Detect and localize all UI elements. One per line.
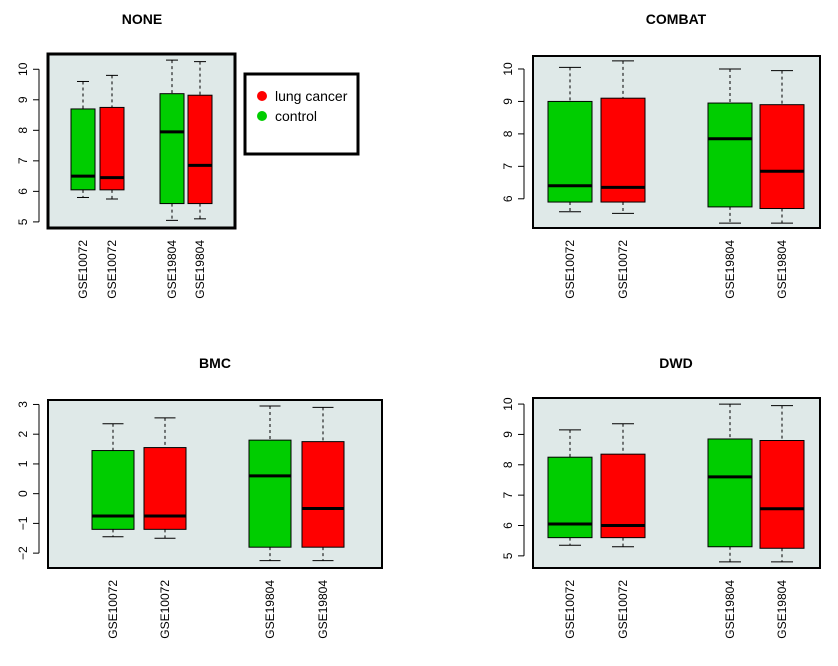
legend-marker — [257, 91, 267, 101]
x-category-label: GSE10072 — [563, 580, 577, 639]
y-tick-label: −1 — [16, 516, 30, 530]
box-body — [707, 102, 753, 208]
y-tick-label: 10 — [501, 62, 515, 76]
legend: lung cancer control — [243, 72, 360, 156]
box-2 — [99, 74, 125, 200]
box-body — [248, 439, 292, 548]
panel-combat: COMBAT 6 7 8 9 10 GSE10072 GSE10072 GSE19804 GSE1… — [501, 11, 821, 299]
y-tick-label: 7 — [501, 491, 515, 498]
y-tick-label: 8 — [501, 461, 515, 468]
panel-title: NONE — [122, 11, 162, 27]
y-tick-label: 8 — [501, 130, 515, 137]
y-tick-label: 1 — [16, 460, 30, 467]
panel-border — [532, 55, 821, 229]
y-tick-label: 7 — [16, 157, 30, 164]
x-category-label: GSE10072 — [616, 580, 630, 639]
y-tick-label: 6 — [16, 188, 30, 195]
box-1 — [70, 80, 96, 198]
legend-label: control — [275, 108, 317, 124]
x-category-label: GSE19804 — [775, 580, 789, 639]
x-category-label: GSE10072 — [563, 240, 577, 299]
panel-none: NONE 5 6 7 8 9 10 GSE10072 GSE10072 GSE19804 GSE19… — [16, 11, 360, 299]
box-body — [70, 108, 96, 191]
x-category-label: GSE19804 — [193, 240, 207, 299]
y-tick-label: 2 — [16, 431, 30, 438]
box-4 — [759, 70, 805, 224]
x-category-label: GSE10072 — [105, 240, 119, 299]
box-3 — [707, 403, 753, 563]
box-body — [547, 456, 593, 539]
box-1 — [547, 66, 593, 213]
box-body — [759, 440, 805, 549]
box-body — [91, 450, 135, 530]
y-tick-label: 0 — [16, 490, 30, 497]
legend-label: lung cancer — [275, 88, 348, 104]
box-3 — [707, 68, 753, 224]
panel-title: COMBAT — [646, 11, 707, 27]
box-1 — [547, 429, 593, 546]
panel-border — [47, 399, 383, 569]
box-3 — [248, 405, 292, 562]
x-category-label: GSE19804 — [723, 240, 737, 299]
box-4 — [301, 406, 345, 562]
box-body — [187, 94, 213, 205]
y-tick-label: 9 — [16, 96, 30, 103]
y-tick-label: −2 — [16, 546, 30, 560]
x-category-label: GSE19804 — [263, 580, 277, 639]
panel-dwd: DWD 5 6 7 8 9 10 GSE10072 GSE10072 GSE19804 GSE198… — [501, 355, 821, 639]
panel-border — [532, 397, 821, 569]
box-1 — [91, 423, 135, 538]
x-category-label: GSE10072 — [106, 580, 120, 639]
panel-bmc: BMC −2 −1 0 1 2 3 GSE10072 GSE10072 GSE19804 GSE19… — [16, 355, 383, 639]
box-2 — [600, 60, 646, 214]
box-body — [759, 104, 805, 210]
y-tick-label: 9 — [501, 431, 515, 438]
box-2 — [143, 417, 187, 539]
x-category-label: GSE19804 — [723, 580, 737, 639]
y-tick-label: 6 — [501, 522, 515, 529]
box-body — [600, 453, 646, 539]
y-tick-label: 6 — [501, 195, 515, 202]
x-category-label: GSE10072 — [76, 240, 90, 299]
x-category-label: GSE19804 — [165, 240, 179, 299]
x-category-label: GSE10072 — [158, 580, 172, 639]
y-tick-label: 10 — [501, 397, 515, 411]
box-body — [600, 97, 646, 203]
panel-title: BMC — [199, 355, 231, 371]
y-tick-label: 7 — [501, 163, 515, 170]
x-category-label: GSE19804 — [316, 580, 330, 639]
y-tick-label: 5 — [501, 552, 515, 559]
box-body — [159, 93, 185, 205]
box-4 — [187, 61, 213, 220]
panel-border — [46, 52, 237, 230]
box-4 — [759, 405, 805, 563]
y-tick-label: 3 — [16, 401, 30, 408]
y-tick-label: 9 — [501, 98, 515, 105]
box-body — [301, 441, 345, 548]
box-body — [707, 438, 753, 548]
panel-title: DWD — [659, 355, 692, 371]
legend-marker — [257, 111, 267, 121]
y-tick-label: 5 — [16, 218, 30, 225]
y-tick-label: 8 — [16, 127, 30, 134]
y-tick-label: 10 — [16, 62, 30, 76]
x-category-label: GSE10072 — [616, 240, 630, 299]
box-body — [99, 106, 125, 191]
x-category-label: GSE19804 — [775, 240, 789, 299]
box-2 — [600, 423, 646, 548]
box-3 — [159, 59, 185, 221]
